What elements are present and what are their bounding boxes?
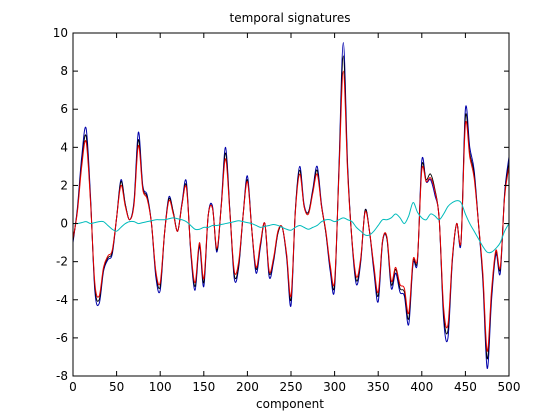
y-tick-label: -6: [56, 331, 68, 345]
x-tick-label: 150: [192, 380, 215, 394]
x-tick-label: 100: [149, 380, 172, 394]
x-tick-label: 0: [69, 380, 77, 394]
y-tick-label: -4: [56, 293, 68, 307]
x-tick-label: 500: [498, 380, 521, 394]
series-line-3: [72, 70, 510, 352]
y-tick-label: 10: [53, 26, 68, 40]
series-line-1: [72, 42, 510, 369]
x-tick-label: 200: [236, 380, 259, 394]
x-tick-label: 400: [410, 380, 433, 394]
y-tick-label: 8: [60, 64, 68, 78]
x-axis-label: component: [256, 397, 324, 411]
y-tick-label: 4: [60, 140, 68, 154]
x-tick-label: 250: [280, 380, 303, 394]
x-tick-label: 50: [109, 380, 124, 394]
x-tick-label: 450: [454, 380, 477, 394]
series-line-2: [72, 55, 510, 360]
series-layer: [72, 42, 510, 369]
y-tick-label: 6: [60, 102, 68, 116]
y-tick-label: -2: [56, 255, 68, 269]
x-tick-label: 300: [323, 380, 346, 394]
plot-frame: [72, 32, 510, 377]
y-tick-label: 2: [60, 178, 68, 192]
x-tick-label: 350: [367, 380, 390, 394]
y-tick-label: -8: [56, 369, 68, 383]
chart-title: temporal signatures: [230, 11, 351, 25]
ticks-layer: 0 50 100 150 200 250 300 350 400 450 500 -8 -6 -4 -2 0 2…: [53, 26, 521, 394]
series-line-4: [72, 200, 510, 254]
y-tick-label: 0: [60, 217, 68, 231]
